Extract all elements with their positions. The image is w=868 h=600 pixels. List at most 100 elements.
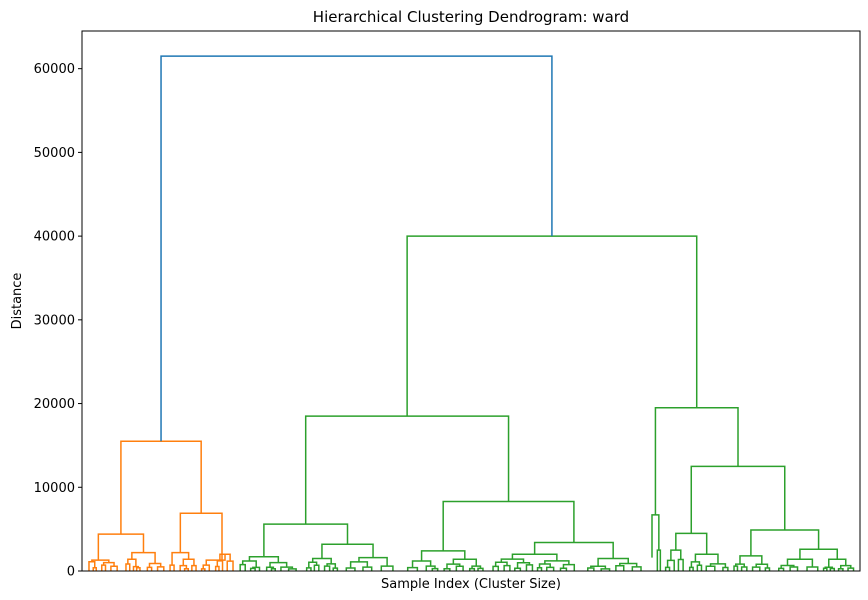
merge-cluster-2-left-b (442, 500, 575, 551)
y-tick-label: 40000 (34, 230, 75, 245)
dendrogram-link (696, 564, 703, 571)
dendrogram-link (538, 563, 551, 568)
dendrogram-link (778, 567, 785, 571)
dendrogram-link (533, 541, 614, 559)
dendrogram-link (688, 566, 694, 571)
y-axis-label: Distance (10, 273, 25, 330)
dendrogram-link (615, 564, 625, 571)
dendrogram-link (690, 561, 701, 568)
y-tick-label: 10000 (34, 481, 75, 496)
dendrogram-link (202, 564, 211, 571)
dendrogram-link (503, 564, 511, 571)
dendrogram-link (733, 565, 739, 571)
y-axis: 0 10000 20000 30000 40000 50000 60000 (34, 62, 82, 580)
chart-title: Hierarchical Clustering Dendrogram: ward (313, 8, 629, 26)
x-axis-label: Sample Index (Cluster Size) (381, 577, 561, 592)
dendrogram-link (739, 555, 763, 565)
dendrogram-link (226, 560, 234, 571)
y-tick-label: 0 (67, 565, 75, 580)
merge-cluster-2-right-sub-b (750, 529, 820, 556)
dendrogram-link (452, 558, 478, 567)
dendrogram-link (619, 562, 638, 567)
dendrogram-link (755, 563, 769, 568)
dendrogram-link (828, 558, 847, 568)
y-tick-label: 20000 (34, 397, 75, 412)
dendrogram-link (789, 566, 799, 571)
dendrogram-link (525, 564, 534, 571)
dendrogram-link (362, 566, 373, 571)
dendrogram-link (694, 553, 719, 564)
dendrogram-link (132, 565, 140, 571)
dendrogram-link (101, 564, 107, 571)
dendrogram-link (656, 549, 662, 571)
dendrogram-links (88, 55, 855, 571)
y-tick-label: 30000 (34, 313, 75, 328)
dendrogram-link (313, 564, 320, 571)
plot-frame (81, 30, 861, 572)
dendrogram-link (169, 564, 175, 571)
merge-cluster-2-right (654, 406, 739, 515)
dendrogram-link (406, 566, 419, 571)
dendrogram-link (751, 566, 761, 571)
dendrogram-link (722, 566, 729, 571)
dendrogram-link (837, 568, 844, 571)
dendrogram-link (326, 563, 337, 569)
dendrogram-link (358, 556, 388, 567)
dendrogram-link (183, 568, 189, 571)
dendrogram-link (269, 561, 288, 568)
merge-cluster-2 (406, 235, 698, 417)
dendrogram-link (182, 558, 195, 566)
dendrogram-link (587, 567, 595, 571)
merge-cluster-1 (120, 440, 202, 535)
dendrogram-link (666, 559, 675, 571)
dendrogram-link (191, 564, 197, 571)
dendrogram-link (239, 563, 246, 571)
dendrogram-link (91, 559, 110, 563)
dendrogram-link (740, 566, 748, 571)
dendrogram-link (675, 532, 708, 555)
dendrogram-link (670, 549, 682, 561)
dendrogram-link (562, 563, 576, 571)
dendrogram-link (516, 561, 531, 569)
dendrogram-link (799, 548, 839, 560)
dendrogram-link (179, 564, 188, 571)
dendrogram-link (380, 565, 394, 571)
dendrogram-link (88, 561, 96, 571)
dendrogram-link (492, 565, 500, 571)
dendrogram-link (146, 566, 153, 571)
dendrogram-link (214, 565, 220, 571)
merge-cluster-2-left (304, 415, 510, 525)
dendrogram-link (806, 566, 819, 571)
merge-root (160, 55, 553, 442)
merge-cluster-2-left-a (263, 523, 349, 557)
dendrogram-link (455, 565, 464, 571)
dendrogram-link (677, 558, 684, 571)
merge-cluster-1-right (179, 512, 223, 561)
dendrogram-link (102, 561, 115, 567)
y-tick-label: 50000 (34, 146, 75, 161)
dendrogram-link (205, 554, 226, 566)
dendrogram-link (311, 557, 332, 564)
dendrogram-link (280, 566, 294, 571)
dendrogram-link (156, 566, 165, 571)
dendrogram-link (321, 543, 374, 559)
dendrogram-link (252, 566, 261, 571)
dendrogram-link (110, 565, 118, 571)
dendrogram-link (135, 567, 141, 571)
dendrogram-link (443, 567, 451, 571)
merge-cluster-2-right-sub (690, 465, 786, 534)
merge-cluster-1-left (97, 533, 145, 561)
dendrogram-link (511, 553, 558, 561)
dendrogram-link (705, 565, 716, 571)
dendrogram-link (829, 567, 836, 571)
dendrogram-link (544, 560, 570, 565)
dendrogram-link (332, 567, 339, 571)
dendrogram-link (664, 566, 671, 571)
dendrogram-link (248, 556, 280, 563)
y-tick-label: 60000 (34, 62, 75, 77)
dendrogram-link (545, 566, 555, 571)
dendrogram-link (559, 567, 568, 571)
dendrogram-link (786, 558, 814, 568)
dendrogram-link (597, 557, 629, 567)
dendrogram-link (92, 567, 98, 571)
